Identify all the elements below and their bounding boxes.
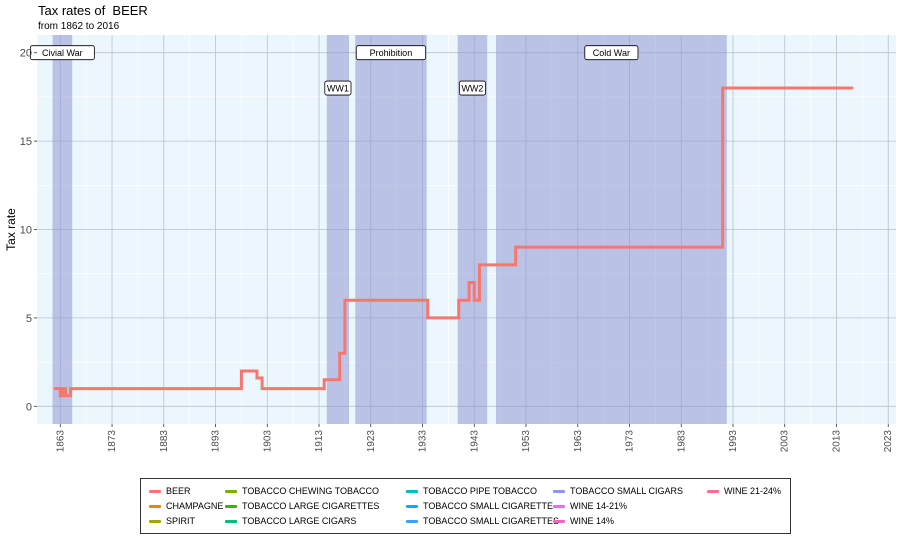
legend-label: CHAMPAGNE: [166, 501, 224, 511]
period-label-box: [355, 45, 427, 61]
x-tick-label: 1963: [573, 430, 584, 453]
legend-item: TOBACCO SMALL CIGARETTE: [406, 501, 553, 511]
period-band: [495, 35, 727, 424]
legend-key-swatch: [225, 489, 237, 493]
legend-label: TOBACCO LARGE CIGARETTES: [242, 501, 380, 511]
period-band: [457, 35, 488, 424]
legend-key-swatch: [225, 504, 237, 508]
period-label-box: [458, 80, 486, 96]
legend-label: TOBACCO CHEWING TOBACCO: [242, 486, 380, 496]
chart-title: Tax rates of BEER: [38, 3, 148, 18]
period-label: WW1: [327, 84, 349, 94]
period-band: [52, 35, 73, 424]
x-tick-label: 1893: [211, 430, 222, 453]
legend-item: TOBACCO SMALL CIGARS: [553, 486, 683, 496]
legend-item: BEER: [149, 486, 191, 496]
legend-key-swatch: [149, 519, 161, 523]
legend: BEER CHAMPAGNE SPIRIT TOBACCO CHEWING TOBAC…: [140, 478, 791, 534]
legend-label: SPIRIT: [166, 516, 196, 526]
legend-item: TOBACCO SMALL CIGARETTES: [406, 516, 559, 526]
x-tick-label: 1943: [469, 430, 480, 453]
x-tick-label: 1973: [625, 430, 636, 453]
legend-label: WINE 14-21%: [570, 501, 628, 511]
legend-key-swatch: [406, 504, 418, 508]
legend-key-swatch: [553, 489, 565, 493]
y-axis-label: Tax rate: [4, 208, 18, 251]
y-tick-label: 20: [20, 48, 32, 60]
period-label: Cold War: [593, 48, 630, 58]
x-tick-label: 1933: [418, 430, 429, 453]
legend-label: TOBACCO SMALL CIGARS: [570, 486, 684, 496]
legend-item: WINE 14-21%: [553, 501, 627, 511]
x-tick-label: 1873: [107, 430, 118, 453]
legend-key-swatch: [707, 489, 719, 493]
y-tick-label: 15: [20, 136, 32, 148]
y-tick-label: 10: [20, 225, 32, 237]
legend-label: TOBACCO SMALL CIGARETTES: [423, 516, 560, 526]
legend-key-swatch: [553, 519, 565, 523]
legend-item: TOBACCO LARGE CIGARETTES: [225, 501, 379, 511]
legend-label: TOBACCO SMALL CIGARETTE: [423, 501, 554, 511]
legend-key-swatch: [406, 519, 418, 523]
legend-item: TOBACCO PIPE TOBACCO: [406, 486, 537, 496]
period-label: Civial War: [42, 48, 83, 58]
legend-label: WINE 14%: [570, 516, 615, 526]
x-tick-label: 1983: [676, 430, 687, 453]
legend-item: TOBACCO CHEWING TOBACCO: [225, 486, 379, 496]
x-tick-label: 1903: [262, 430, 273, 453]
legend-item: SPIRIT: [149, 516, 195, 526]
period-label: WW2: [461, 84, 483, 94]
x-tick-label: 2003: [780, 430, 791, 453]
x-tick-label: 2023: [883, 430, 894, 453]
chart-subtitle: from 1862 to 2016: [38, 21, 120, 32]
x-tick-label: 2013: [831, 430, 842, 453]
period-label-box: [29, 45, 95, 61]
x-tick-label: 1993: [728, 430, 739, 453]
legend-item: WINE 21-24%: [707, 486, 781, 496]
legend-item: CHAMPAGNE: [149, 501, 223, 511]
x-tick-label: 1913: [314, 430, 325, 453]
period-band: [355, 35, 427, 424]
period-label-box: [584, 45, 639, 61]
legend-label: WINE 21-24%: [724, 486, 782, 496]
x-tick-label: 1923: [366, 430, 377, 453]
legend-key-swatch: [553, 504, 565, 508]
x-tick-label: 1883: [159, 430, 170, 453]
legend-label: TOBACCO PIPE TOBACCO: [423, 486, 538, 496]
legend-key-swatch: [406, 489, 418, 493]
y-tick-label: 5: [26, 313, 32, 325]
legend-label: TOBACCO LARGE CIGARS: [242, 516, 357, 526]
legend-item: TOBACCO LARGE CIGARS: [225, 516, 356, 526]
series-line-beer: [53, 86, 854, 398]
period-label: Prohibition: [370, 48, 413, 58]
y-tick-label: 0: [26, 401, 32, 413]
x-tick-label: 1863: [55, 430, 66, 453]
legend-key-swatch: [149, 489, 161, 493]
legend-key-swatch: [225, 519, 237, 523]
period-label-box: [324, 80, 352, 96]
x-tick-label: 1953: [521, 430, 532, 453]
legend-item: WINE 14%: [553, 516, 614, 526]
legend-label: BEER: [166, 486, 191, 496]
legend-key-swatch: [149, 504, 161, 508]
